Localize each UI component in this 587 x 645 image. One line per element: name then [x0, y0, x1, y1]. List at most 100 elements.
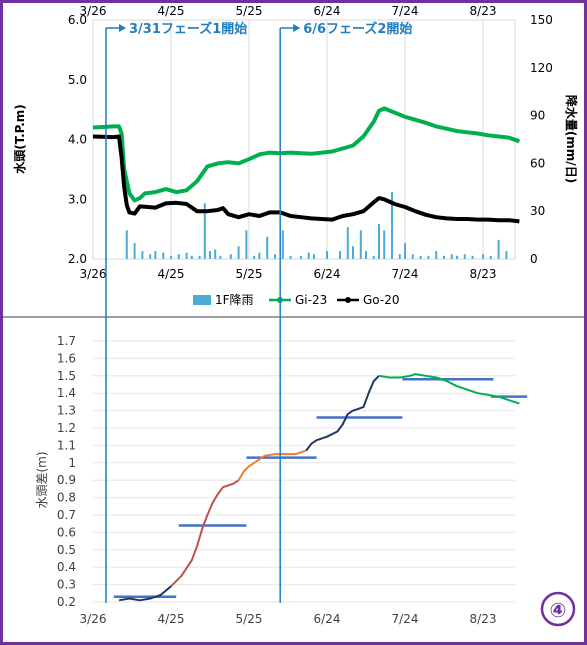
top-y2-tick: 60 — [530, 156, 545, 170]
rain-bar — [391, 192, 393, 259]
phase-markers: 3/31フェーズ1開始 6/6フェーズ2開始 — [105, 21, 412, 603]
rain-bar — [209, 251, 211, 259]
top-x-tick-upper: 6/24 — [314, 4, 341, 18]
rain-bar — [427, 255, 430, 259]
rain-bar — [435, 251, 438, 259]
rain-bar — [177, 254, 180, 259]
top-x-tick-lower: 7/24 — [392, 267, 419, 281]
legend-go20-label: Go-20 — [363, 293, 399, 307]
top-right-ticks: 0 30 60 90 120 150 — [530, 13, 553, 266]
rain-bar — [497, 239, 500, 259]
bottom-y-tick: 1.7 — [57, 334, 76, 348]
bottom-y-tick: 0.8 — [57, 491, 76, 505]
rain-bar — [339, 251, 341, 259]
rain-bar — [281, 230, 284, 259]
top-y2-tick: 120 — [530, 61, 553, 75]
gi23-line — [92, 106, 521, 203]
top-x-tick-lower: 3/26 — [80, 267, 107, 281]
bottom-y-ticks: 0.2 0.3 0.4 0.5 0.6 0.7 0.8 0.9 1 1.1 1.2 1.3 1.4 1.5… — [57, 334, 76, 609]
top-x-tick-upper: 8/23 — [470, 4, 497, 18]
rain-bar — [482, 254, 484, 259]
top-y2-axis-label: 降水量(mm/日) — [564, 95, 579, 183]
bottom-x-tick: 8/23 — [470, 612, 497, 626]
rain-bar — [266, 236, 269, 259]
rain-bar — [365, 251, 367, 259]
rain-bar — [185, 252, 188, 259]
rain-bar — [383, 230, 386, 259]
bottom-y-tick: 1.1 — [57, 438, 76, 452]
bottom-x-tick: 3/26 — [80, 612, 107, 626]
rain-bars — [125, 192, 508, 259]
bottom-y-tick: 1.6 — [57, 351, 76, 365]
rain-bar — [450, 254, 453, 259]
bottom-y-axis-label: 水頭差(m) — [35, 451, 49, 508]
rain-bar — [471, 255, 474, 259]
head-diff-segment-rise2 — [237, 449, 307, 481]
top-y2-tick: 30 — [530, 204, 545, 218]
top-x-tick-upper: 4/25 — [158, 4, 185, 18]
rain-bar — [378, 223, 380, 259]
top-legend: 1F降雨 Gi-23 Go-20 — [193, 293, 399, 307]
bottom-y-tick: 0.9 — [57, 473, 76, 487]
phase-label-1: 3/31フェーズ1開始 — [129, 21, 247, 37]
top-y-axis-label: 水頭(T.P.m) — [12, 104, 27, 174]
rain-bar — [258, 252, 261, 259]
top-x-tick-upper: 7/24 — [392, 4, 419, 18]
bottom-grid — [93, 340, 515, 603]
bottom-y-tick: 1 — [68, 456, 76, 470]
rain-bar — [141, 251, 144, 259]
phase-average-bars — [113, 378, 528, 599]
top-x-tick-lower: 4/25 — [158, 267, 185, 281]
top-y-tick: 6.0 — [68, 13, 87, 27]
top-left-ticks: 2.0 3.0 4.0 5.0 6.0 — [68, 13, 87, 266]
rain-bar — [170, 255, 172, 259]
top-x-ticks: 3/26 3/26 4/25 4/25 5/25 5/25 6/24 6/24 7/24 7/24… — [80, 4, 497, 281]
rain-bar — [443, 255, 445, 259]
rain-bar — [198, 255, 201, 259]
bottom-x-tick: 4/25 — [158, 612, 185, 626]
bottom-series — [118, 373, 520, 602]
head-diff-segment-rise3 — [305, 375, 380, 452]
rain-bar — [419, 255, 422, 259]
rain-bar — [456, 255, 458, 259]
bottom-x-tick: 5/25 — [236, 612, 263, 626]
rain-bar — [307, 252, 310, 259]
legend-rain-label: 1F降雨 — [215, 293, 254, 307]
top-x-tick-lower: 5/25 — [236, 267, 263, 281]
rain-bar — [505, 251, 508, 259]
top-y2-tick: 150 — [530, 13, 553, 27]
rain-bar — [214, 249, 217, 259]
top-y-tick: 3.0 — [68, 192, 87, 206]
rain-bar — [404, 243, 406, 259]
top-y2-tick: 0 — [530, 252, 538, 266]
bottom-y-tick: 1.2 — [57, 421, 76, 435]
top-chart: 2.0 3.0 4.0 5.0 6.0 0 30 60 90 120 150 3/26 3/26 4/… — [12, 4, 579, 307]
rain-bar — [237, 246, 240, 259]
rain-bar — [326, 251, 328, 259]
rain-bar — [346, 227, 349, 259]
top-x-tick-lower: 8/23 — [470, 267, 497, 281]
badge: ④ — [540, 591, 576, 627]
bottom-y-tick: 1.4 — [57, 386, 76, 400]
rain-bar — [463, 254, 466, 259]
head-diff-segment-plateau — [378, 373, 520, 405]
legend-go20-marker — [345, 297, 351, 303]
head-diff-segment-rise1 — [170, 479, 240, 588]
top-x-tick-upper: 3/26 — [80, 4, 107, 18]
rain-bar — [313, 254, 315, 259]
bottom-y-tick: 0.2 — [57, 595, 76, 609]
rain-bar — [203, 203, 206, 259]
bottom-chart: 0.2 0.3 0.4 0.5 0.6 0.7 0.8 0.9 1 1.1 1.2 1.3 1.4 1.5… — [35, 334, 528, 626]
top-y-tick: 4.0 — [68, 133, 87, 147]
rain-bar — [411, 254, 414, 259]
rain-bar — [274, 254, 276, 259]
phase-label-2: 6/6フェーズ2開始 — [303, 21, 412, 37]
rain-bar — [352, 246, 354, 259]
bottom-y-tick: 0.6 — [57, 525, 76, 539]
rain-bar — [489, 255, 492, 259]
top-y-tick: 5.0 — [68, 73, 87, 87]
rain-bar — [245, 230, 248, 259]
badge-text: ④ — [550, 598, 567, 622]
rain-bar — [154, 251, 157, 259]
